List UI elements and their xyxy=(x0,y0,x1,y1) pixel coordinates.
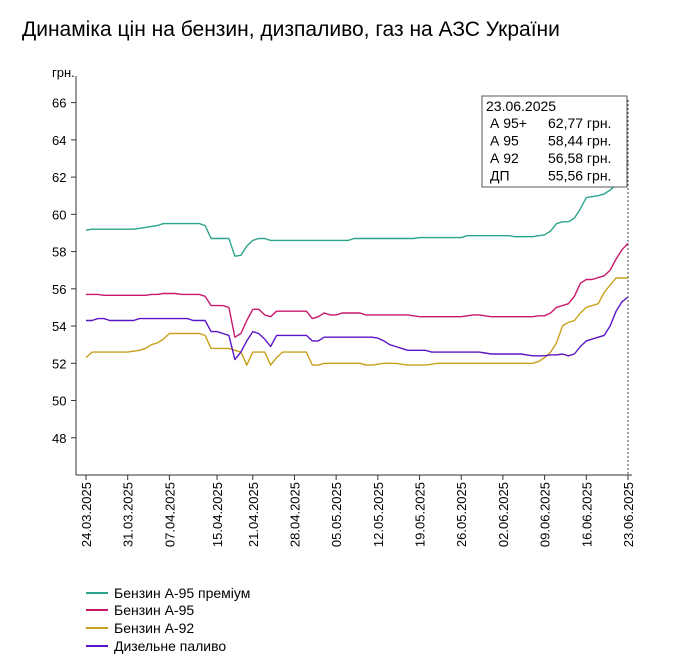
legend-label: Бензин А-92 xyxy=(114,619,195,636)
legend-swatch xyxy=(86,626,108,629)
y-tick-label: 50 xyxy=(52,394,66,409)
x-tick-label: 28.04.2025 xyxy=(287,482,302,547)
series-line-2 xyxy=(86,242,629,338)
x-tick-label: 16.06.2025 xyxy=(579,482,594,547)
tooltip-row-value: 55,56 грн. xyxy=(548,168,611,184)
x-tick-label: 07.04.2025 xyxy=(162,482,177,547)
series-layer xyxy=(85,162,629,366)
series-line-4 xyxy=(86,296,629,361)
tooltip-row-value: 62,77 грн. xyxy=(548,115,611,131)
series-line-1 xyxy=(85,162,629,257)
y-tick-label: 48 xyxy=(52,431,66,446)
y-tick-label: 64 xyxy=(52,133,66,148)
y-tick-label: 52 xyxy=(52,356,66,371)
legend-label: Дизельне паливо xyxy=(114,637,227,654)
y-tick-label: 54 xyxy=(52,319,66,334)
legend-swatch xyxy=(86,591,108,594)
y-tick-label: 56 xyxy=(52,282,66,297)
tooltip-row-label: А 95+ xyxy=(490,115,527,131)
series-line-3 xyxy=(85,277,628,366)
tooltip-row-label: А 92 xyxy=(490,150,519,166)
x-tick-label: 05.05.2025 xyxy=(329,482,344,547)
y-axis: грн. 48 50 52 54 56 58 60 62 64 66 xyxy=(52,65,77,475)
x-tick-label: 19.05.2025 xyxy=(413,482,428,547)
tooltip-row-label: ДП xyxy=(490,168,510,184)
legend-item[interactable]: Дизельне паливо xyxy=(86,637,250,655)
chart-title: Динаміка цін на бензин, дизпаливо, газ н… xyxy=(22,18,560,41)
x-tick-label: 24.03.2025 xyxy=(79,482,94,547)
y-tick-label: 62 xyxy=(52,170,66,185)
legend-swatch xyxy=(86,609,108,612)
x-tick-label: 26.05.2025 xyxy=(454,482,469,547)
tooltip-row-value: 56,58 грн. xyxy=(548,150,611,166)
x-axis: 24.03.2025 31.03.2025 07.04.2025 15.04.2025… xyxy=(76,474,636,547)
x-tick-label: 15.04.2025 xyxy=(210,482,225,547)
chart-legend: Бензин А-95 преміум Бензин А-95 Бензин А-9… xyxy=(86,584,250,654)
y-tick-label: 60 xyxy=(52,207,66,222)
legend-item[interactable]: Бензин А-92 xyxy=(86,619,250,637)
y-tick-label: 58 xyxy=(52,245,66,260)
legend-item[interactable]: Бензин А-95 преміум xyxy=(86,584,250,602)
x-tick-label: 21.04.2025 xyxy=(246,482,261,547)
tooltip-row-label: А 95 xyxy=(490,133,519,149)
x-tick-label: 23.06.2025 xyxy=(621,482,636,547)
x-tick-label: 02.06.2025 xyxy=(496,482,511,547)
tooltip-date: 23.06.2025 xyxy=(486,98,556,114)
y-axis-unit-label: грн. xyxy=(52,65,75,80)
legend-label: Бензин А-95 xyxy=(114,602,195,619)
legend-item[interactable]: Бензин А-95 xyxy=(86,602,250,620)
x-tick-label: 09.06.2025 xyxy=(538,482,553,547)
tooltip-row-value: 58,44 грн. xyxy=(548,133,611,149)
legend-label: Бензин А-95 преміум xyxy=(114,584,251,601)
x-tick-label: 12.05.2025 xyxy=(371,482,386,547)
x-tick-label: 31.03.2025 xyxy=(121,482,136,547)
y-tick-label: 66 xyxy=(52,96,66,111)
legend-swatch xyxy=(86,644,108,647)
tooltip-box xyxy=(481,95,628,188)
